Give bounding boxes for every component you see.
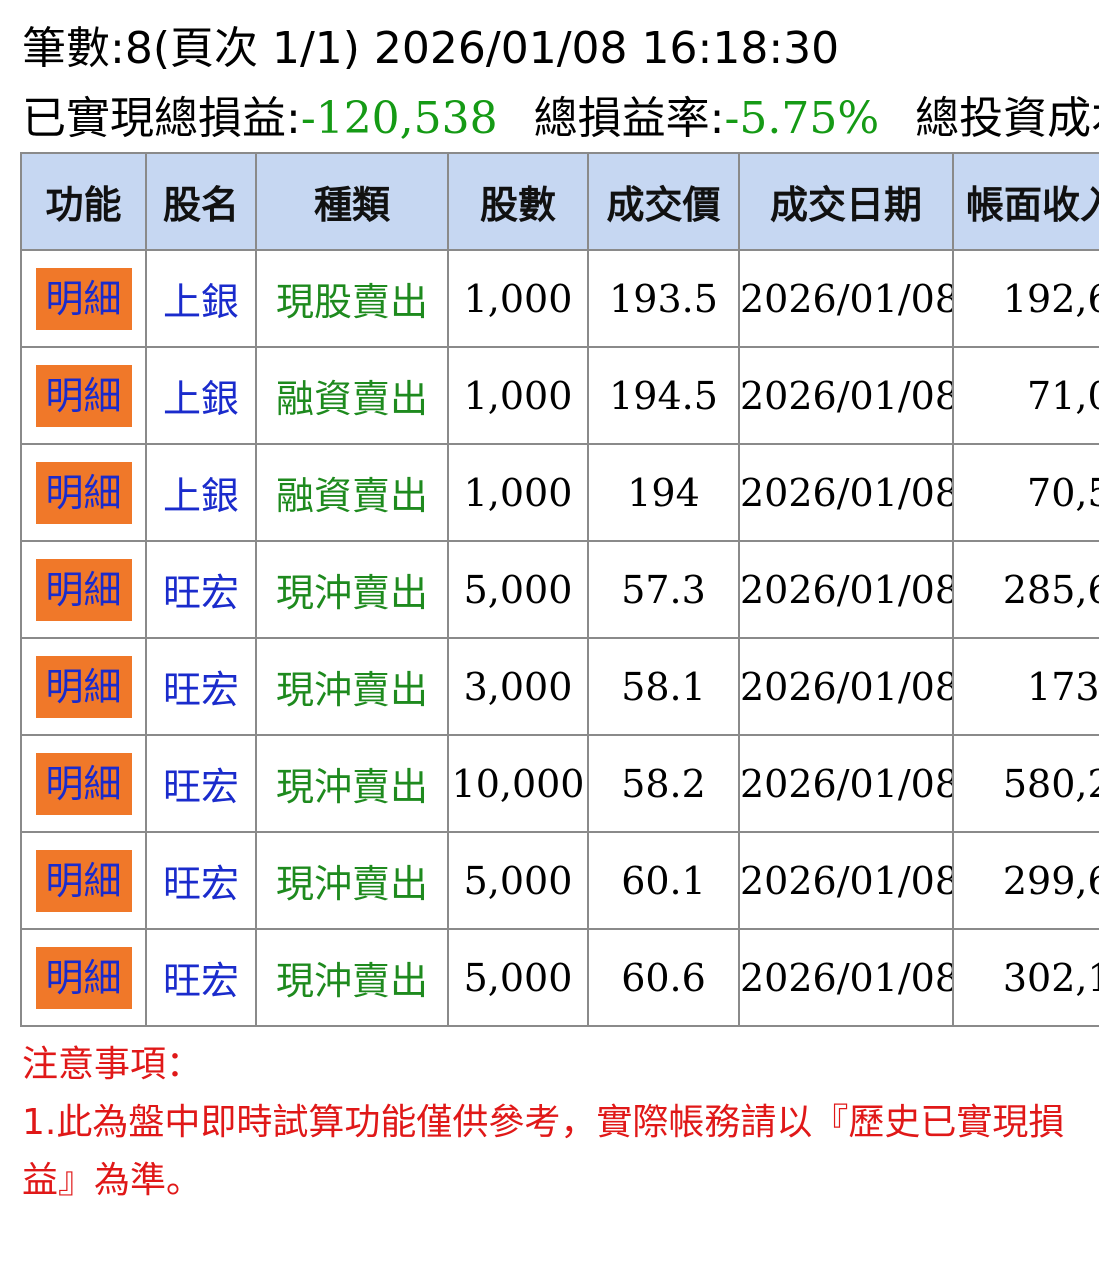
price: 58.2 <box>587 734 740 833</box>
shares: 1,000 <box>447 249 589 348</box>
shares: 5,000 <box>447 928 589 1027</box>
notes-title: 注意事項： <box>22 1044 203 1085</box>
record-count-text: 筆數:8(頁次 1/1) 2026/01/08 16:18:30 <box>22 23 840 74</box>
column-header-price: 成交價 <box>587 152 740 251</box>
stock-name[interactable]: 旺宏 <box>145 540 257 639</box>
trade-date: 2026/01/08 <box>738 443 954 542</box>
trade-date: 2026/01/08 <box>738 346 954 445</box>
trade-type: 現沖賣出 <box>255 734 449 833</box>
trade-type: 現沖賣出 <box>255 928 449 1027</box>
book-income: 71,076 <box>952 346 1099 445</box>
shares: 5,000 <box>447 540 589 639</box>
realized-label: 已實現總損益: <box>22 93 301 144</box>
trade-date: 2026/01/08 <box>738 831 954 930</box>
price: 60.1 <box>587 831 740 930</box>
trade-date: 2026/01/08 <box>738 637 954 736</box>
book-income: 285,661 <box>952 540 1099 639</box>
table-row: 明細 上銀 現股賣出 1,000 193.5 2026/01/08 192,64… <box>20 249 1099 348</box>
notes-section: 注意事項： 1.此為盤中即時試算功能僅供參考，實際帳務請以『歷史已實現損益』為準… <box>22 1036 1082 1210</box>
detail-button[interactable]: 明細 <box>35 752 132 815</box>
trades-table-container: 功能 股名 種類 股數 成交價 成交日期 帳面收入 明細 上銀 現股賣出 1,0… <box>20 152 1099 1030</box>
detail-button[interactable]: 明細 <box>35 558 132 621</box>
trades-table: 功能 股名 種類 股數 成交價 成交日期 帳面收入 明細 上銀 現股賣出 1,0… <box>20 152 1099 1027</box>
column-header-name: 股名 <box>145 152 257 251</box>
price: 193.5 <box>587 249 740 348</box>
stock-name[interactable]: 旺宏 <box>145 928 257 1027</box>
notes-body: 1.此為盤中即時試算功能僅供參考，實際帳務請以『歷史已實現損益』為準。 <box>22 1102 1065 1201</box>
trade-date: 2026/01/08 <box>738 249 954 348</box>
shares: 1,000 <box>447 443 589 542</box>
stock-name[interactable]: 上銀 <box>145 443 257 542</box>
trade-type: 融資賣出 <box>255 443 449 542</box>
trade-type: 現沖賣出 <box>255 540 449 639</box>
stock-name[interactable]: 旺宏 <box>145 637 257 736</box>
column-header-type: 種類 <box>255 152 449 251</box>
realized-value: -120,538 <box>300 93 498 144</box>
shares: 3,000 <box>447 637 589 736</box>
rate-label: 總損益率: <box>533 93 725 144</box>
record-count-line: 筆數:8(頁次 1/1) 2026/01/08 16:18:30 <box>22 22 839 76</box>
trade-type: 現沖賣出 <box>255 831 449 930</box>
detail-button[interactable]: 明細 <box>35 655 132 718</box>
stock-name[interactable]: 上銀 <box>145 249 257 348</box>
price: 194.5 <box>587 346 740 445</box>
detail-button[interactable]: 明細 <box>35 461 132 524</box>
price: 58.1 <box>587 637 740 736</box>
trade-date: 2026/01/08 <box>738 734 954 833</box>
trade-type: 現股賣出 <box>255 249 449 348</box>
detail-button[interactable]: 明細 <box>35 849 132 912</box>
detail-button[interactable]: 明細 <box>35 267 132 330</box>
book-income: 299,622 <box>952 831 1099 930</box>
cost-label: 總投資成本 <box>915 93 1099 144</box>
table-row: 明細 旺宏 現沖賣出 5,000 60.1 2026/01/08 299,622 <box>20 831 1099 930</box>
trade-date: 2026/01/08 <box>738 928 954 1027</box>
table-row: 明細 上銀 融資賣出 1,000 194.5 2026/01/08 71,076 <box>20 346 1099 445</box>
stock-name[interactable]: 上銀 <box>145 346 257 445</box>
detail-button[interactable]: 明細 <box>35 364 132 427</box>
stock-name[interactable]: 旺宏 <box>145 734 257 833</box>
detail-button[interactable]: 明細 <box>35 946 132 1009</box>
trade-type: 融資賣出 <box>255 346 449 445</box>
price: 60.6 <box>587 928 740 1027</box>
price: 57.3 <box>587 540 740 639</box>
column-header-shares: 股數 <box>447 152 589 251</box>
table-header-row: 功能 股名 種類 股數 成交價 成交日期 帳面收入 <box>20 152 1099 251</box>
book-income: 70,578 <box>952 443 1099 542</box>
column-header-action: 功能 <box>20 152 147 251</box>
book-income: 580,298 <box>952 734 1099 833</box>
book-income: 173,79 <box>952 637 1099 736</box>
rate-value: -5.75% <box>724 93 880 144</box>
column-header-date: 成交日期 <box>738 152 954 251</box>
book-income: 302,115 <box>952 928 1099 1027</box>
table-row: 明細 旺宏 現沖賣出 5,000 60.6 2026/01/08 302,115 <box>20 928 1099 1027</box>
column-header-book: 帳面收入 <box>952 152 1099 251</box>
trade-type: 現沖賣出 <box>255 637 449 736</box>
stock-name[interactable]: 旺宏 <box>145 831 257 930</box>
shares: 1,000 <box>447 346 589 445</box>
table-row: 明細 旺宏 現沖賣出 3,000 58.1 2026/01/08 173,79 <box>20 637 1099 736</box>
table-row: 明細 上銀 融資賣出 1,000 194 2026/01/08 70,578 <box>20 443 1099 542</box>
price: 194 <box>587 443 740 542</box>
book-income: 192,643 <box>952 249 1099 348</box>
table-row: 明細 旺宏 現沖賣出 10,000 58.2 2026/01/08 580,29… <box>20 734 1099 833</box>
shares: 10,000 <box>447 734 589 833</box>
summary-line: 已實現總損益:-120,538 總損益率:-5.75% 總投資成本 <box>22 92 1099 146</box>
shares: 5,000 <box>447 831 589 930</box>
trade-date: 2026/01/08 <box>738 540 954 639</box>
table-row: 明細 旺宏 現沖賣出 5,000 57.3 2026/01/08 285,661 <box>20 540 1099 639</box>
